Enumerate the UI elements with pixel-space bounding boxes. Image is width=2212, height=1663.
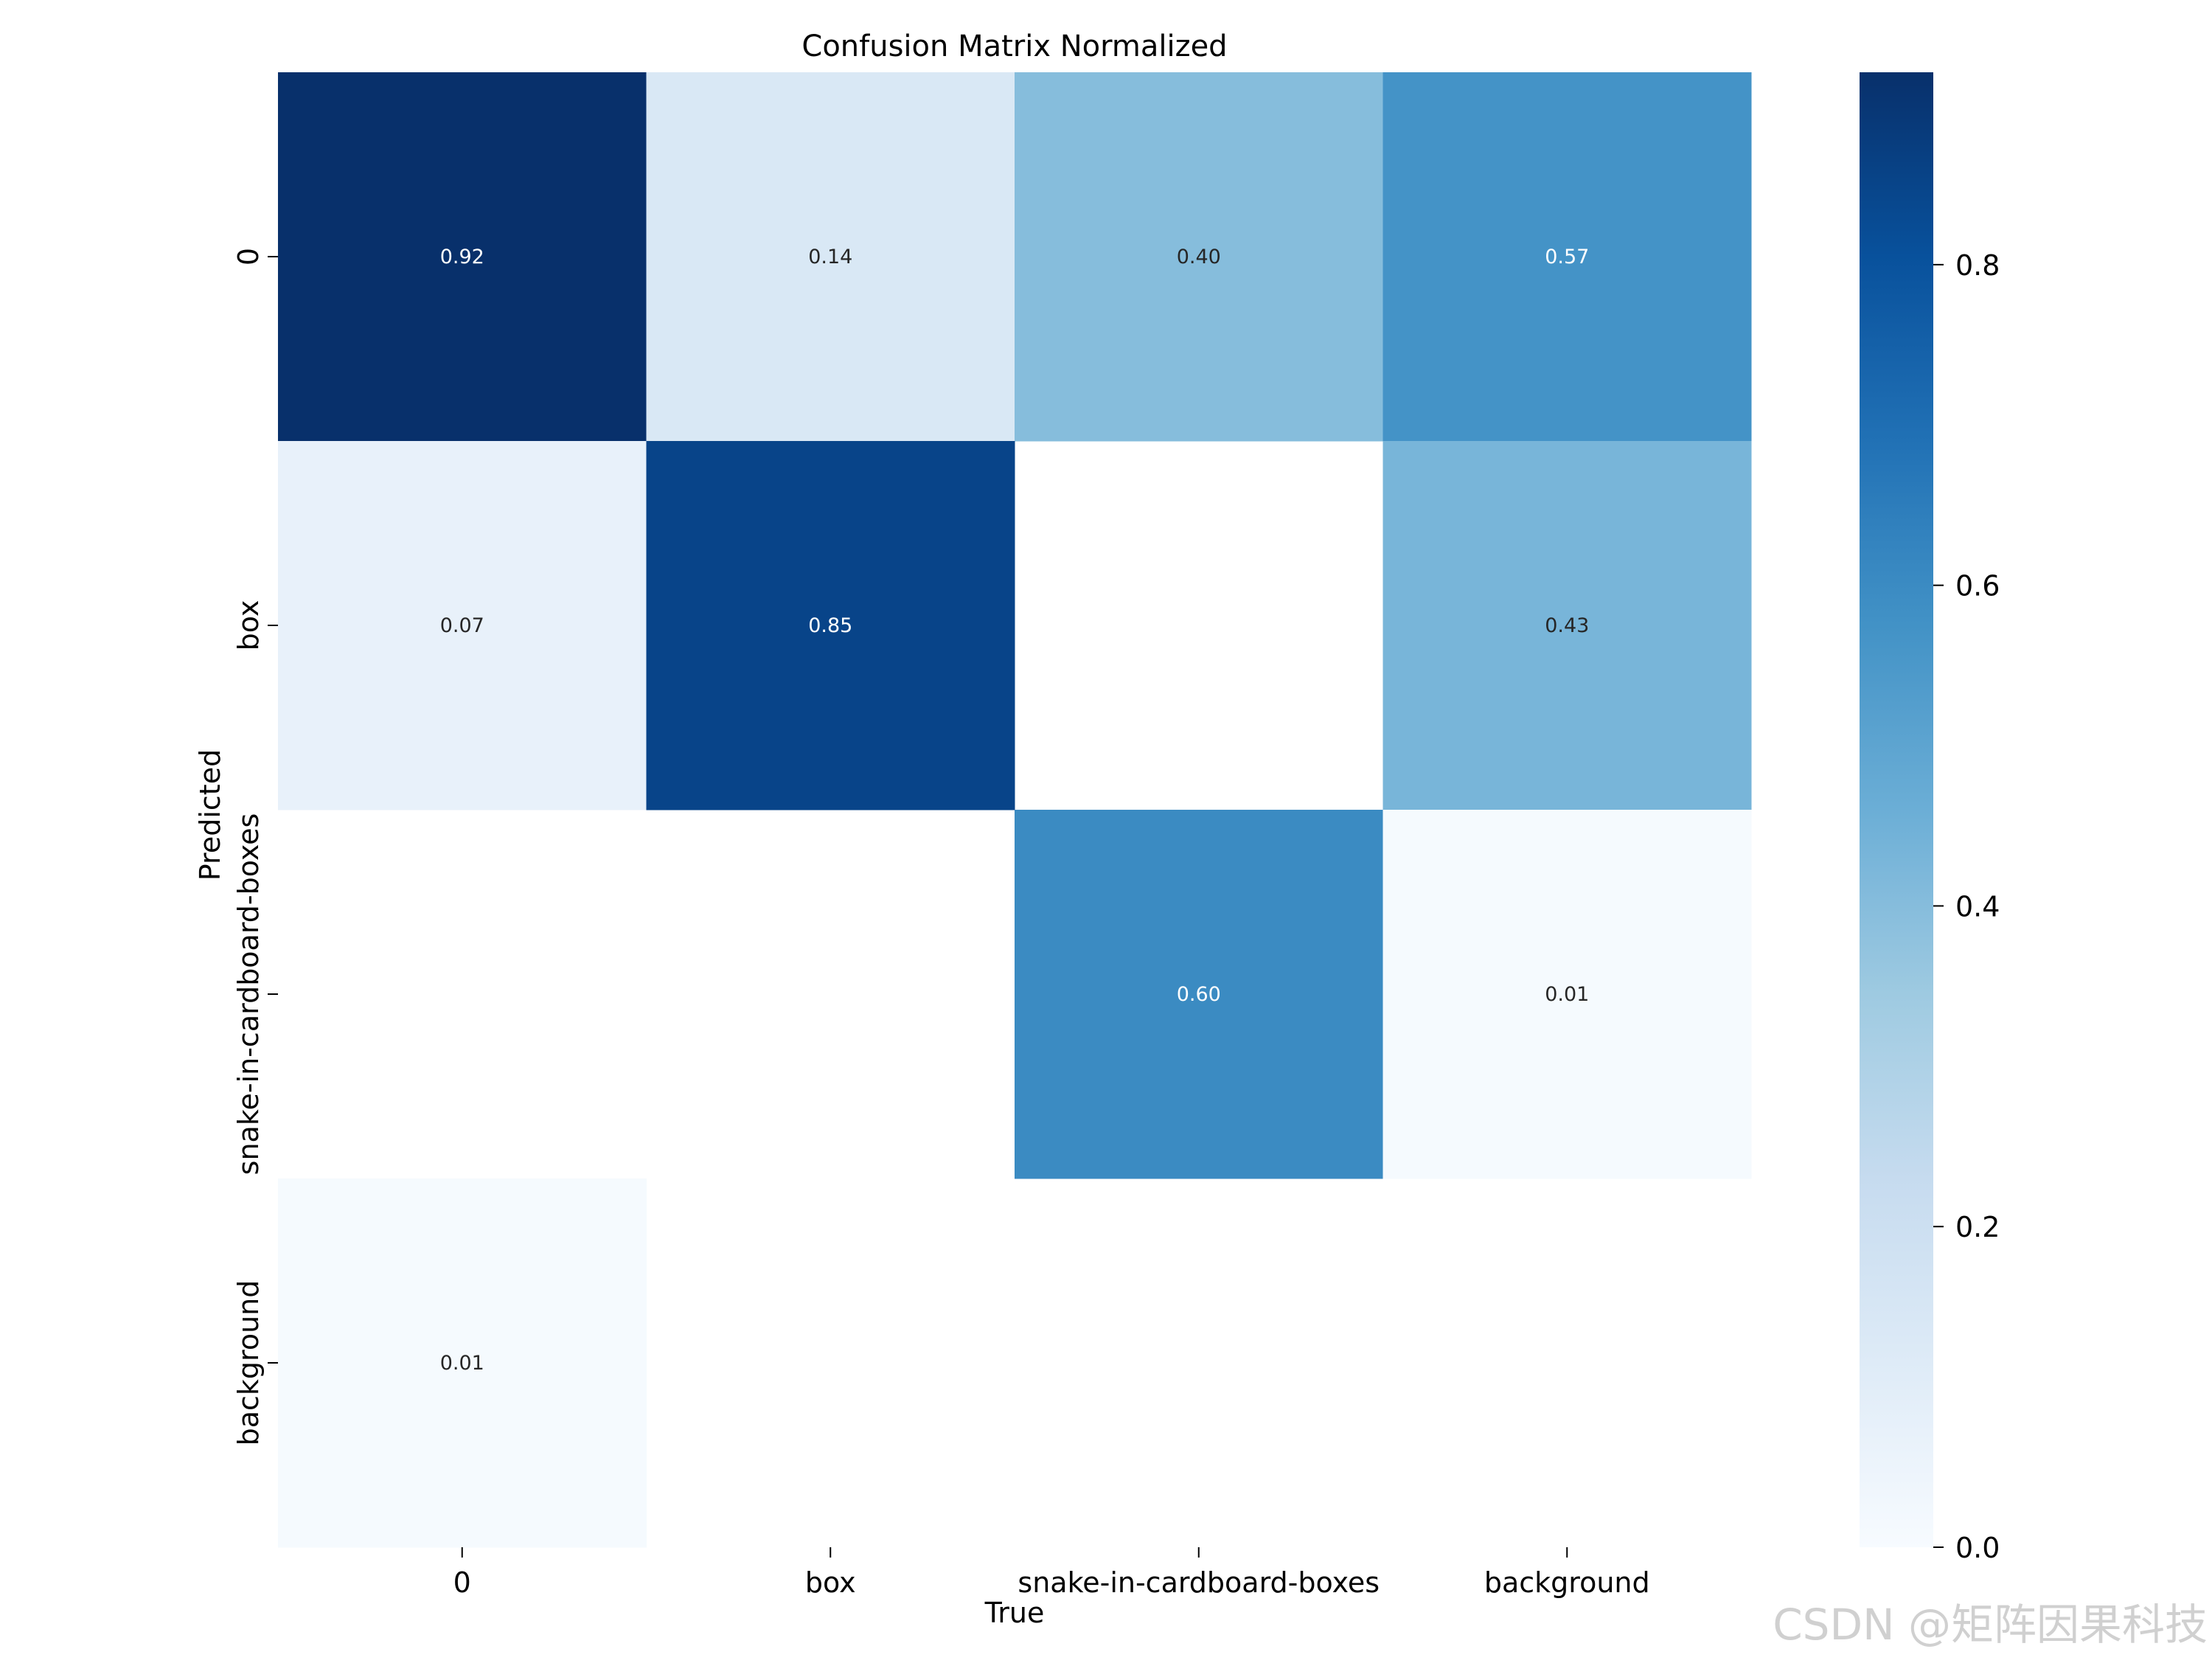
cell-value-label: 0.92 [440, 246, 484, 268]
heatmap-cell [1015, 810, 1383, 1179]
y-tick-label: box [232, 600, 265, 651]
cell-value-label: 0.57 [1545, 246, 1589, 268]
heatmap-cells: 0.92 0.14 0.40 0.57 0.07 0.85 0.43 0.60 0.01 0.01 [278, 72, 1752, 1548]
heatmap-cell [1015, 72, 1383, 442]
cell-value-label: 0.07 [440, 614, 484, 637]
cell-value-label: 0.60 [1177, 983, 1221, 1006]
y-axis: 0 box snake-in-cardboard-boxes background [232, 248, 278, 1445]
heatmap-cell [1382, 810, 1752, 1179]
colorbar-tick-label: 0.8 [1955, 249, 2000, 282]
colorbar-tick-label: 0.4 [1955, 890, 2000, 923]
x-axis-label: True [984, 1597, 1045, 1629]
colorbar-gradient [1860, 72, 1933, 1547]
heatmap-cell [278, 72, 647, 442]
cell-value-label: 0.85 [808, 614, 852, 637]
y-axis-label: Predicted [194, 749, 226, 881]
cell-value-label: 0.43 [1545, 614, 1589, 637]
x-tick-label: box [805, 1566, 856, 1599]
heatmap-cell [1382, 72, 1752, 442]
colorbar-tick-label: 0.2 [1955, 1211, 2000, 1243]
heatmap-cell [646, 441, 1015, 810]
cell-value-label: 0.40 [1177, 246, 1221, 268]
y-tick-label: 0 [232, 248, 265, 265]
heatmap-cell [278, 1178, 647, 1548]
heatmap-cell [278, 441, 647, 810]
chart-title: Confusion Matrix Normalized [801, 29, 1227, 63]
x-axis: 0 box snake-in-cardboard-boxes background [453, 1547, 1650, 1599]
x-tick-label: 0 [453, 1566, 471, 1599]
x-tick-label: background [1484, 1566, 1650, 1599]
colorbar: 0.0 0.2 0.4 0.6 0.8 [1860, 72, 2000, 1564]
cell-value-label: 0.01 [1545, 983, 1589, 1006]
cell-value-label: 0.01 [440, 1352, 484, 1375]
heatmap-cell [646, 72, 1015, 442]
colorbar-tick-label: 0.6 [1955, 570, 2000, 603]
watermark: CSDN @矩阵因果科技 [1773, 1600, 2208, 1650]
colorbar-tick-label: 0.0 [1955, 1532, 2000, 1564]
cell-value-label: 0.14 [808, 246, 852, 268]
heatmap-cell [1382, 441, 1752, 810]
y-tick-label: snake-in-cardboard-boxes [232, 813, 265, 1176]
y-tick-label: background [232, 1280, 265, 1446]
x-tick-label: snake-in-cardboard-boxes [1018, 1566, 1380, 1599]
